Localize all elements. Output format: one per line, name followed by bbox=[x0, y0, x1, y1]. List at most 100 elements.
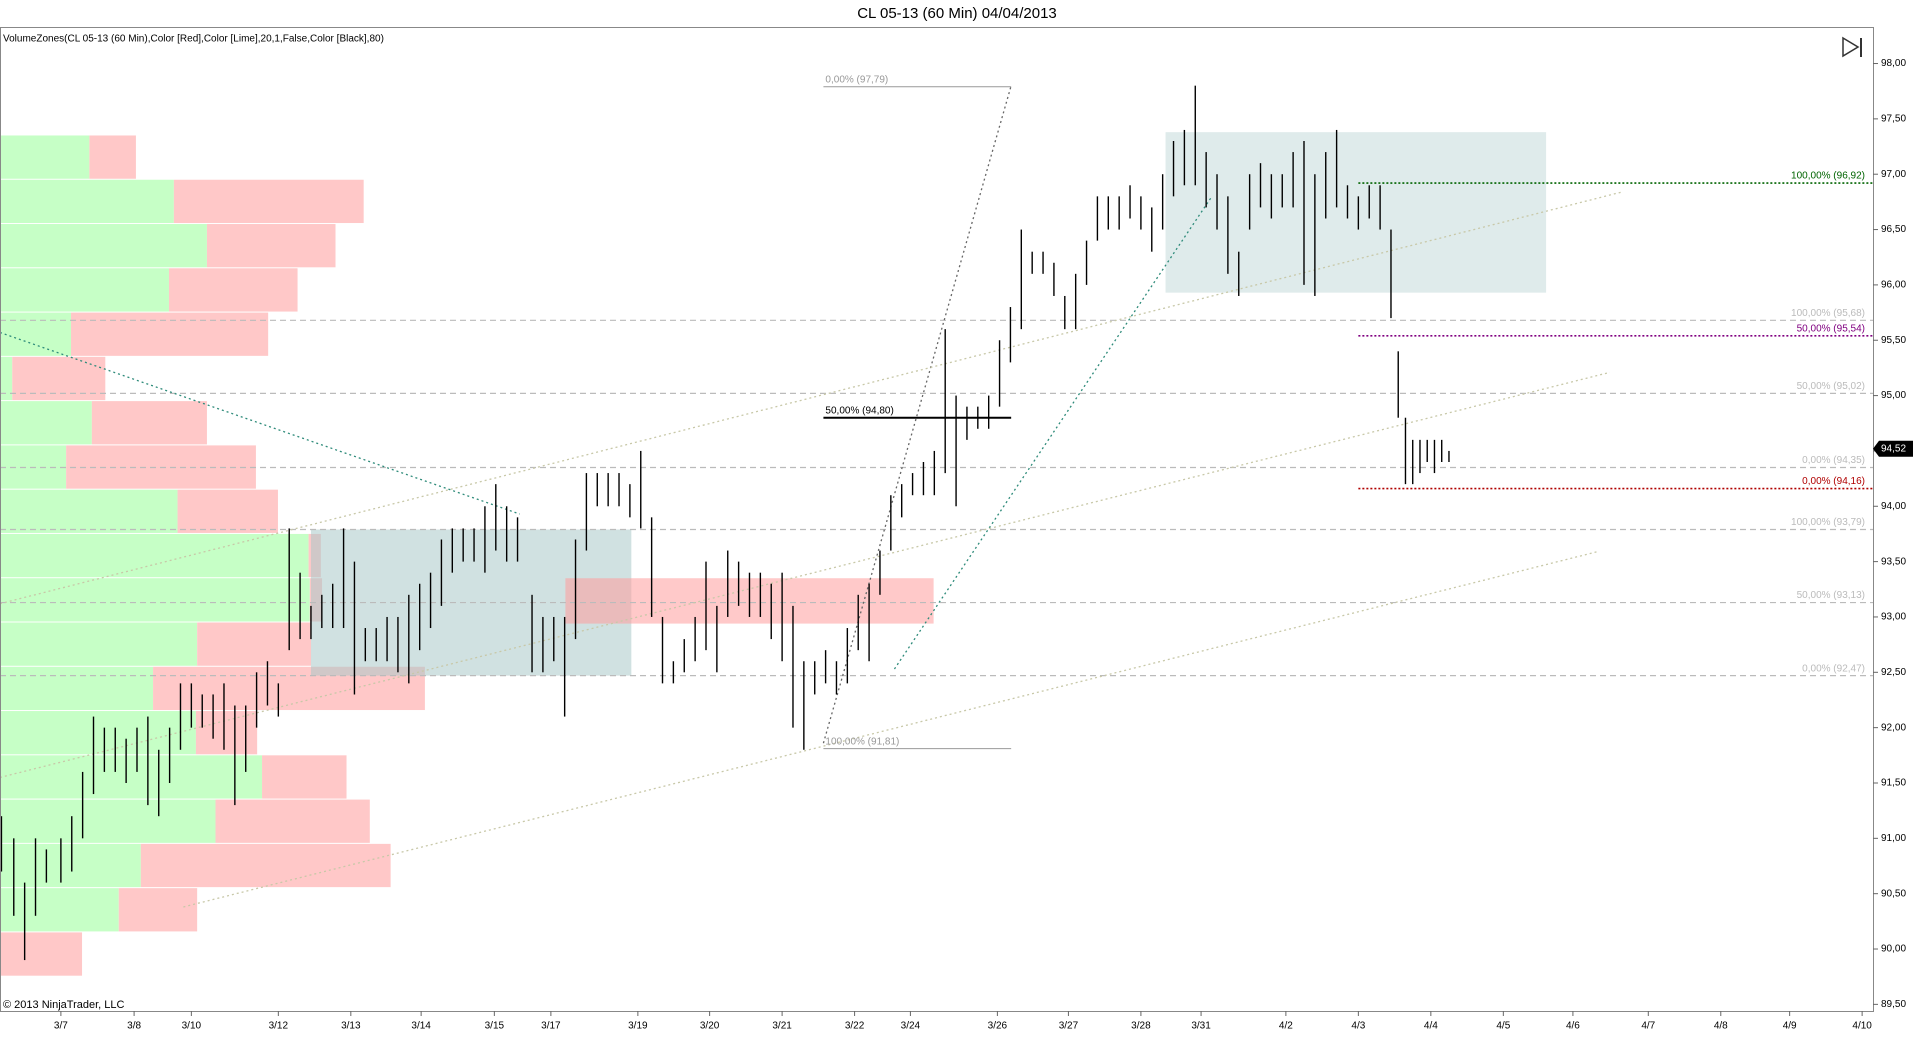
buy-volume-zone bbox=[0, 888, 119, 932]
x-tick-label: 4/8 bbox=[1714, 1021, 1728, 1032]
buy-volume-zone bbox=[0, 179, 174, 224]
x-tick-label: 3/13 bbox=[341, 1021, 361, 1032]
sell-volume-zone bbox=[0, 932, 83, 976]
buy-volume-zone bbox=[0, 711, 196, 755]
y-tick-label: 92,00 bbox=[1881, 722, 1906, 733]
scroll-end-button[interactable] bbox=[1842, 36, 1862, 58]
shaded-zone bbox=[1165, 132, 1547, 293]
buy-volume-zone bbox=[0, 843, 141, 888]
buy-volume-zone bbox=[0, 401, 92, 445]
y-tick-label: 95,00 bbox=[1881, 390, 1906, 401]
trend-line bbox=[0, 191, 1623, 605]
sell-volume-zone bbox=[173, 179, 364, 224]
x-tick-label: 4/10 bbox=[1852, 1021, 1872, 1032]
x-tick-label: 3/24 bbox=[901, 1021, 921, 1032]
y-tick-label: 96,50 bbox=[1881, 224, 1906, 235]
y-tick-label: 97,00 bbox=[1881, 169, 1906, 180]
x-tick-label: 3/20 bbox=[700, 1021, 720, 1032]
sell-volume-zone bbox=[89, 135, 136, 179]
sell-volume-zone bbox=[91, 401, 207, 445]
x-tick-label: 3/27 bbox=[1059, 1021, 1079, 1032]
buy-volume-zone bbox=[0, 666, 154, 711]
y-tick-label: 90,00 bbox=[1881, 944, 1906, 955]
x-tick-label: 3/31 bbox=[1191, 1021, 1211, 1032]
trend-line bbox=[0, 371, 1611, 779]
y-tick-label: 95,50 bbox=[1881, 335, 1906, 346]
sell-volume-zone bbox=[215, 799, 370, 843]
x-tick-label: 4/6 bbox=[1566, 1021, 1580, 1032]
y-tick-label: 96,00 bbox=[1881, 280, 1906, 291]
level-label: 50,00% (95,54) bbox=[1797, 323, 1865, 334]
plot-frame bbox=[0, 27, 1874, 1012]
sell-volume-zone bbox=[140, 843, 391, 888]
buy-volume-zone bbox=[0, 356, 13, 401]
buy-volume-zone bbox=[0, 489, 178, 533]
copyright: © 2013 NinjaTrader, LLC bbox=[3, 999, 124, 1011]
x-tick-label: 3/8 bbox=[127, 1021, 141, 1032]
x-tick-label: 3/10 bbox=[182, 1021, 202, 1032]
trend-line bbox=[822, 85, 1012, 744]
x-tick-label: 3/17 bbox=[541, 1021, 561, 1032]
y-tick-label: 97,50 bbox=[1881, 114, 1906, 125]
x-tick-label: 3/19 bbox=[628, 1021, 648, 1032]
level-label: 100,00% (95,68) bbox=[1791, 308, 1865, 319]
trend-line bbox=[183, 551, 1598, 908]
level-label: 50,00% (95,02) bbox=[1797, 381, 1865, 392]
sell-volume-zone bbox=[195, 711, 258, 755]
last-price-label: 94,52 bbox=[1881, 443, 1906, 454]
x-tick-label: 3/22 bbox=[845, 1021, 865, 1032]
last-price-box bbox=[1873, 440, 1913, 457]
y-tick-label: 92,50 bbox=[1881, 667, 1906, 678]
sell-volume-zone bbox=[71, 312, 269, 356]
x-tick-label: 3/7 bbox=[54, 1021, 68, 1032]
x-tick-label: 3/21 bbox=[772, 1021, 792, 1032]
x-tick-label: 3/12 bbox=[269, 1021, 289, 1032]
level-label: 0,00% (94,16) bbox=[1802, 476, 1865, 487]
buy-volume-zone bbox=[0, 268, 169, 312]
buy-volume-zone bbox=[0, 755, 263, 799]
x-tick-label: 3/14 bbox=[411, 1021, 431, 1032]
fib-level-label: 0,00% (97,79) bbox=[825, 74, 888, 85]
buy-volume-zone bbox=[0, 622, 198, 666]
level-label: 0,00% (94,35) bbox=[1802, 455, 1865, 466]
x-tick-label: 4/3 bbox=[1351, 1021, 1365, 1032]
sell-volume-zone bbox=[168, 268, 298, 312]
y-tick-label: 91,50 bbox=[1881, 778, 1906, 789]
y-tick-label: 90,50 bbox=[1881, 888, 1906, 899]
chart-title: CL 05-13 (60 Min) 04/04/2013 bbox=[857, 5, 1057, 22]
buy-volume-zone bbox=[0, 533, 309, 578]
buy-volume-zone bbox=[0, 312, 72, 356]
level-label: 0,00% (92,47) bbox=[1802, 663, 1865, 674]
y-tick-label: 93,50 bbox=[1881, 556, 1906, 567]
sell-volume-zone bbox=[197, 622, 312, 666]
buy-volume-zone bbox=[0, 135, 90, 179]
trend-line bbox=[0, 331, 520, 515]
x-tick-label: 3/28 bbox=[1131, 1021, 1151, 1032]
level-label: 100,00% (96,92) bbox=[1791, 171, 1865, 182]
buy-volume-zone bbox=[0, 578, 310, 622]
sell-volume-zone bbox=[177, 489, 278, 533]
x-tick-label: 4/7 bbox=[1641, 1021, 1655, 1032]
y-tick-label: 98,00 bbox=[1881, 58, 1906, 69]
sell-volume-zone bbox=[206, 224, 336, 268]
y-tick-label: 93,00 bbox=[1881, 612, 1906, 623]
sell-volume-zone bbox=[118, 888, 198, 932]
y-tick-label: 89,50 bbox=[1881, 999, 1906, 1010]
x-tick-label: 4/5 bbox=[1496, 1021, 1510, 1032]
level-label: 100,00% (93,79) bbox=[1791, 517, 1865, 528]
x-tick-label: 4/2 bbox=[1279, 1021, 1293, 1032]
level-label: 50,00% (93,13) bbox=[1797, 590, 1865, 601]
y-tick-label: 94,00 bbox=[1881, 501, 1906, 512]
buy-volume-zone bbox=[0, 224, 207, 268]
fib-level-label: 50,00% (94,80) bbox=[825, 405, 893, 416]
fib-level-label: 100,00% (91,81) bbox=[825, 736, 899, 747]
y-tick-label: 91,00 bbox=[1881, 833, 1906, 844]
x-tick-label: 3/26 bbox=[988, 1021, 1008, 1032]
x-tick-label: 4/9 bbox=[1783, 1021, 1797, 1032]
indicator-label: VolumeZones(CL 05-13 (60 Min),Color [Red… bbox=[3, 34, 384, 45]
x-tick-label: 3/15 bbox=[485, 1021, 505, 1032]
x-tick-label: 4/4 bbox=[1424, 1021, 1438, 1032]
scroll-end-icon bbox=[1842, 36, 1860, 58]
